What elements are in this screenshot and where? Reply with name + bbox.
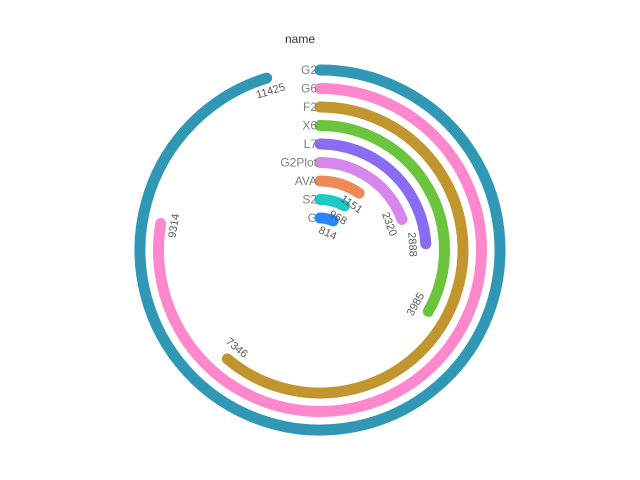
category-label-g2: G2 — [301, 63, 317, 77]
value-label-g: 814 — [317, 224, 339, 243]
value-label-g6: 9314 — [166, 213, 182, 239]
bar-g2plot — [314, 157, 408, 225]
bar-f2 — [221, 101, 469, 399]
category-label-l7: L7 — [304, 137, 318, 151]
bars-group — [134, 64, 506, 436]
bar-ava — [314, 175, 365, 199]
bar-l7 — [314, 138, 432, 250]
value-label-l7: 2888 — [405, 232, 418, 257]
axis-title: name — [285, 32, 315, 46]
bar-x6 — [314, 120, 450, 317]
category-label-f2: F2 — [303, 100, 317, 114]
category-label-x6: X6 — [302, 119, 317, 133]
category-label-s2: S2 — [302, 193, 317, 207]
category-label-g6: G6 — [301, 82, 317, 96]
bar-g — [314, 212, 339, 227]
category-label-g: G — [308, 211, 317, 225]
category-label-g2plot: G2Plot — [280, 156, 317, 170]
category-labels-group: G2 G6 F2 X6 L7 G2Plot AVA S2 G — [280, 63, 317, 225]
bar-g6 — [153, 83, 487, 417]
bar-g2 — [134, 64, 506, 436]
category-label-ava: AVA — [295, 174, 317, 188]
bar-s2 — [314, 194, 351, 212]
